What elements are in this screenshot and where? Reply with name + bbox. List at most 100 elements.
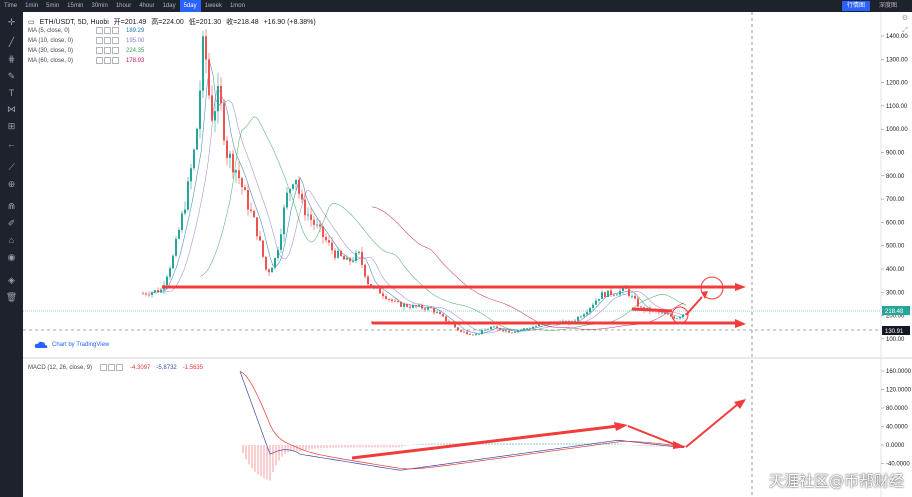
visibility-icon[interactable] bbox=[104, 47, 111, 54]
settings-icon[interactable] bbox=[96, 27, 103, 34]
trash-icon[interactable]: 🗑 bbox=[5, 291, 18, 302]
price-axis-label: 1000.00 bbox=[886, 127, 908, 133]
macd-divergence-line[interactable] bbox=[351, 424, 619, 460]
timeframe-5day[interactable]: 5day bbox=[179, 0, 201, 12]
candle-body bbox=[478, 333, 480, 335]
close-icon[interactable] bbox=[112, 37, 119, 44]
macd-up-line[interactable] bbox=[685, 403, 739, 448]
candle-body bbox=[331, 242, 333, 251]
candle-body bbox=[202, 36, 204, 91]
ruler-icon[interactable]: ⟋ bbox=[8, 161, 15, 172]
candle-body bbox=[358, 251, 360, 253]
candle-body bbox=[538, 324, 540, 327]
settings-gear-icon[interactable]: ⚙ bbox=[901, 15, 909, 22]
candle-body bbox=[529, 328, 531, 330]
timeframe-1week[interactable]: 1week bbox=[204, 3, 222, 9]
drawing-toolbar: ✛ ╱ ⋕ ✎ T ⋈ ⊞ ← ⟋ ⊕ ⋒ ✐ ⌂ ◉ ◈ 🗑 bbox=[0, 12, 23, 497]
ma-legend-label[interactable]: MA (10, close, 0) bbox=[28, 37, 74, 44]
candle-body bbox=[682, 314, 684, 317]
zoom-icon[interactable]: ⊕ bbox=[7, 178, 16, 189]
timeframe-1day[interactable]: 1day bbox=[162, 3, 176, 9]
timeframe-30min[interactable]: 30min bbox=[91, 3, 108, 9]
current-price-text: 218.48 bbox=[885, 309, 904, 315]
measure-tool-icon[interactable]: ⊞ bbox=[7, 120, 16, 131]
candle-body bbox=[301, 193, 303, 200]
ma-legend-label[interactable]: MA (30, close, 0) bbox=[28, 47, 74, 54]
crosshair-icon[interactable]: ✛ bbox=[7, 16, 16, 27]
eye-icon[interactable]: ◉ bbox=[7, 251, 16, 262]
settings-icon[interactable] bbox=[96, 47, 103, 54]
candle-body bbox=[406, 304, 408, 307]
close-icon[interactable] bbox=[116, 364, 124, 371]
timeframe-15min[interactable]: 15min bbox=[67, 3, 84, 9]
candle-body bbox=[328, 240, 330, 243]
macd-value: -4.3097 bbox=[130, 364, 151, 371]
target-circle[interactable] bbox=[700, 276, 724, 300]
fullscreen-icon[interactable]: ⤢ bbox=[902, 27, 908, 34]
close-icon[interactable] bbox=[112, 47, 119, 54]
ma-legend-label[interactable]: MA (60, close, 0) bbox=[28, 57, 74, 64]
ma-legend-row[interactable]: MA (5, close, 0) 189.29 bbox=[28, 27, 144, 34]
pattern-tool-icon[interactable]: ⋈ bbox=[7, 103, 16, 114]
layers-icon[interactable]: ◈ bbox=[8, 274, 15, 285]
candle-body bbox=[199, 90, 201, 129]
candle-body bbox=[412, 305, 414, 308]
candle-body bbox=[679, 316, 681, 319]
macd-axis-label: 40.0000 bbox=[886, 425, 908, 431]
candle-body bbox=[280, 234, 282, 250]
lock-icon[interactable]: ⌂ bbox=[8, 234, 15, 245]
settings-icon[interactable] bbox=[100, 364, 108, 371]
annotations[interactable] bbox=[162, 217, 746, 460]
symbol-name[interactable]: ETH/USDT, 5D, Huobi bbox=[39, 19, 109, 26]
macd-down-line[interactable] bbox=[627, 425, 677, 446]
settings-icon[interactable] bbox=[96, 37, 103, 44]
macd-axis-label: -40.0000 bbox=[886, 462, 910, 468]
close-icon[interactable] bbox=[112, 57, 119, 64]
entry-circle[interactable] bbox=[671, 306, 689, 324]
trend-line-icon[interactable]: ╱ bbox=[8, 36, 15, 47]
fib-tool-icon[interactable]: ⋕ bbox=[7, 53, 16, 64]
cursor-price-tag bbox=[882, 326, 910, 335]
tradingview-watermark[interactable]: Chart by TradingView bbox=[34, 341, 109, 349]
candle-body bbox=[601, 292, 603, 299]
timeframe-4hour[interactable]: 4hour bbox=[139, 3, 155, 9]
timeframe-1hour[interactable]: 1hour bbox=[115, 3, 132, 9]
timeframe-1min[interactable]: 1min bbox=[25, 3, 39, 9]
candle-body bbox=[250, 209, 252, 211]
visibility-icon[interactable] bbox=[104, 27, 111, 34]
candle-body bbox=[292, 184, 294, 189]
depth-view-button[interactable]: 深度图 bbox=[878, 3, 897, 9]
candle-body bbox=[427, 307, 429, 310]
settings-icon[interactable] bbox=[96, 57, 103, 64]
text-tool-icon[interactable]: T bbox=[8, 87, 15, 98]
macd-legend-label[interactable]: MACD (12, 26, close, 9) bbox=[28, 364, 93, 371]
back-arrow-icon[interactable]: ← bbox=[7, 138, 16, 149]
timeframe-5min[interactable]: 5min bbox=[46, 3, 60, 9]
visibility-icon[interactable] bbox=[104, 57, 111, 64]
ma-legend-row[interactable]: MA (10, close, 0) 195.00 bbox=[28, 37, 144, 44]
candle-body bbox=[322, 226, 324, 238]
candle-body bbox=[397, 301, 399, 302]
ma-legend-row[interactable]: MA (60, close, 0) 178.93 bbox=[28, 57, 144, 64]
candle-body bbox=[454, 324, 456, 328]
brush-icon[interactable]: ✎ bbox=[7, 70, 16, 81]
visibility-icon[interactable] bbox=[108, 364, 116, 371]
candle-body bbox=[466, 331, 468, 335]
timeframe-1mon[interactable]: 1mon bbox=[229, 3, 245, 9]
chart-type-icon[interactable]: ▭ bbox=[28, 19, 35, 26]
candle-body bbox=[460, 330, 462, 332]
ma-legend-label[interactable]: MA (5, close, 0) bbox=[28, 27, 70, 34]
stay-drawing-icon[interactable]: ✐ bbox=[7, 217, 16, 228]
breakout-arrow-line[interactable] bbox=[685, 296, 703, 316]
short-trend-line[interactable] bbox=[631, 307, 673, 313]
visibility-icon[interactable] bbox=[104, 37, 111, 44]
magnet-icon[interactable]: ⋒ bbox=[7, 200, 16, 211]
chart-view-button[interactable]: 行情图 bbox=[841, 1, 870, 11]
candle-body bbox=[349, 257, 351, 262]
close-icon[interactable] bbox=[112, 27, 119, 34]
candle-body bbox=[238, 170, 240, 179]
price-axis-label: 200.00 bbox=[886, 314, 905, 320]
ma-legend-row[interactable]: MA (30, close, 0) 224.35 bbox=[28, 47, 144, 54]
candle-body bbox=[502, 330, 504, 332]
